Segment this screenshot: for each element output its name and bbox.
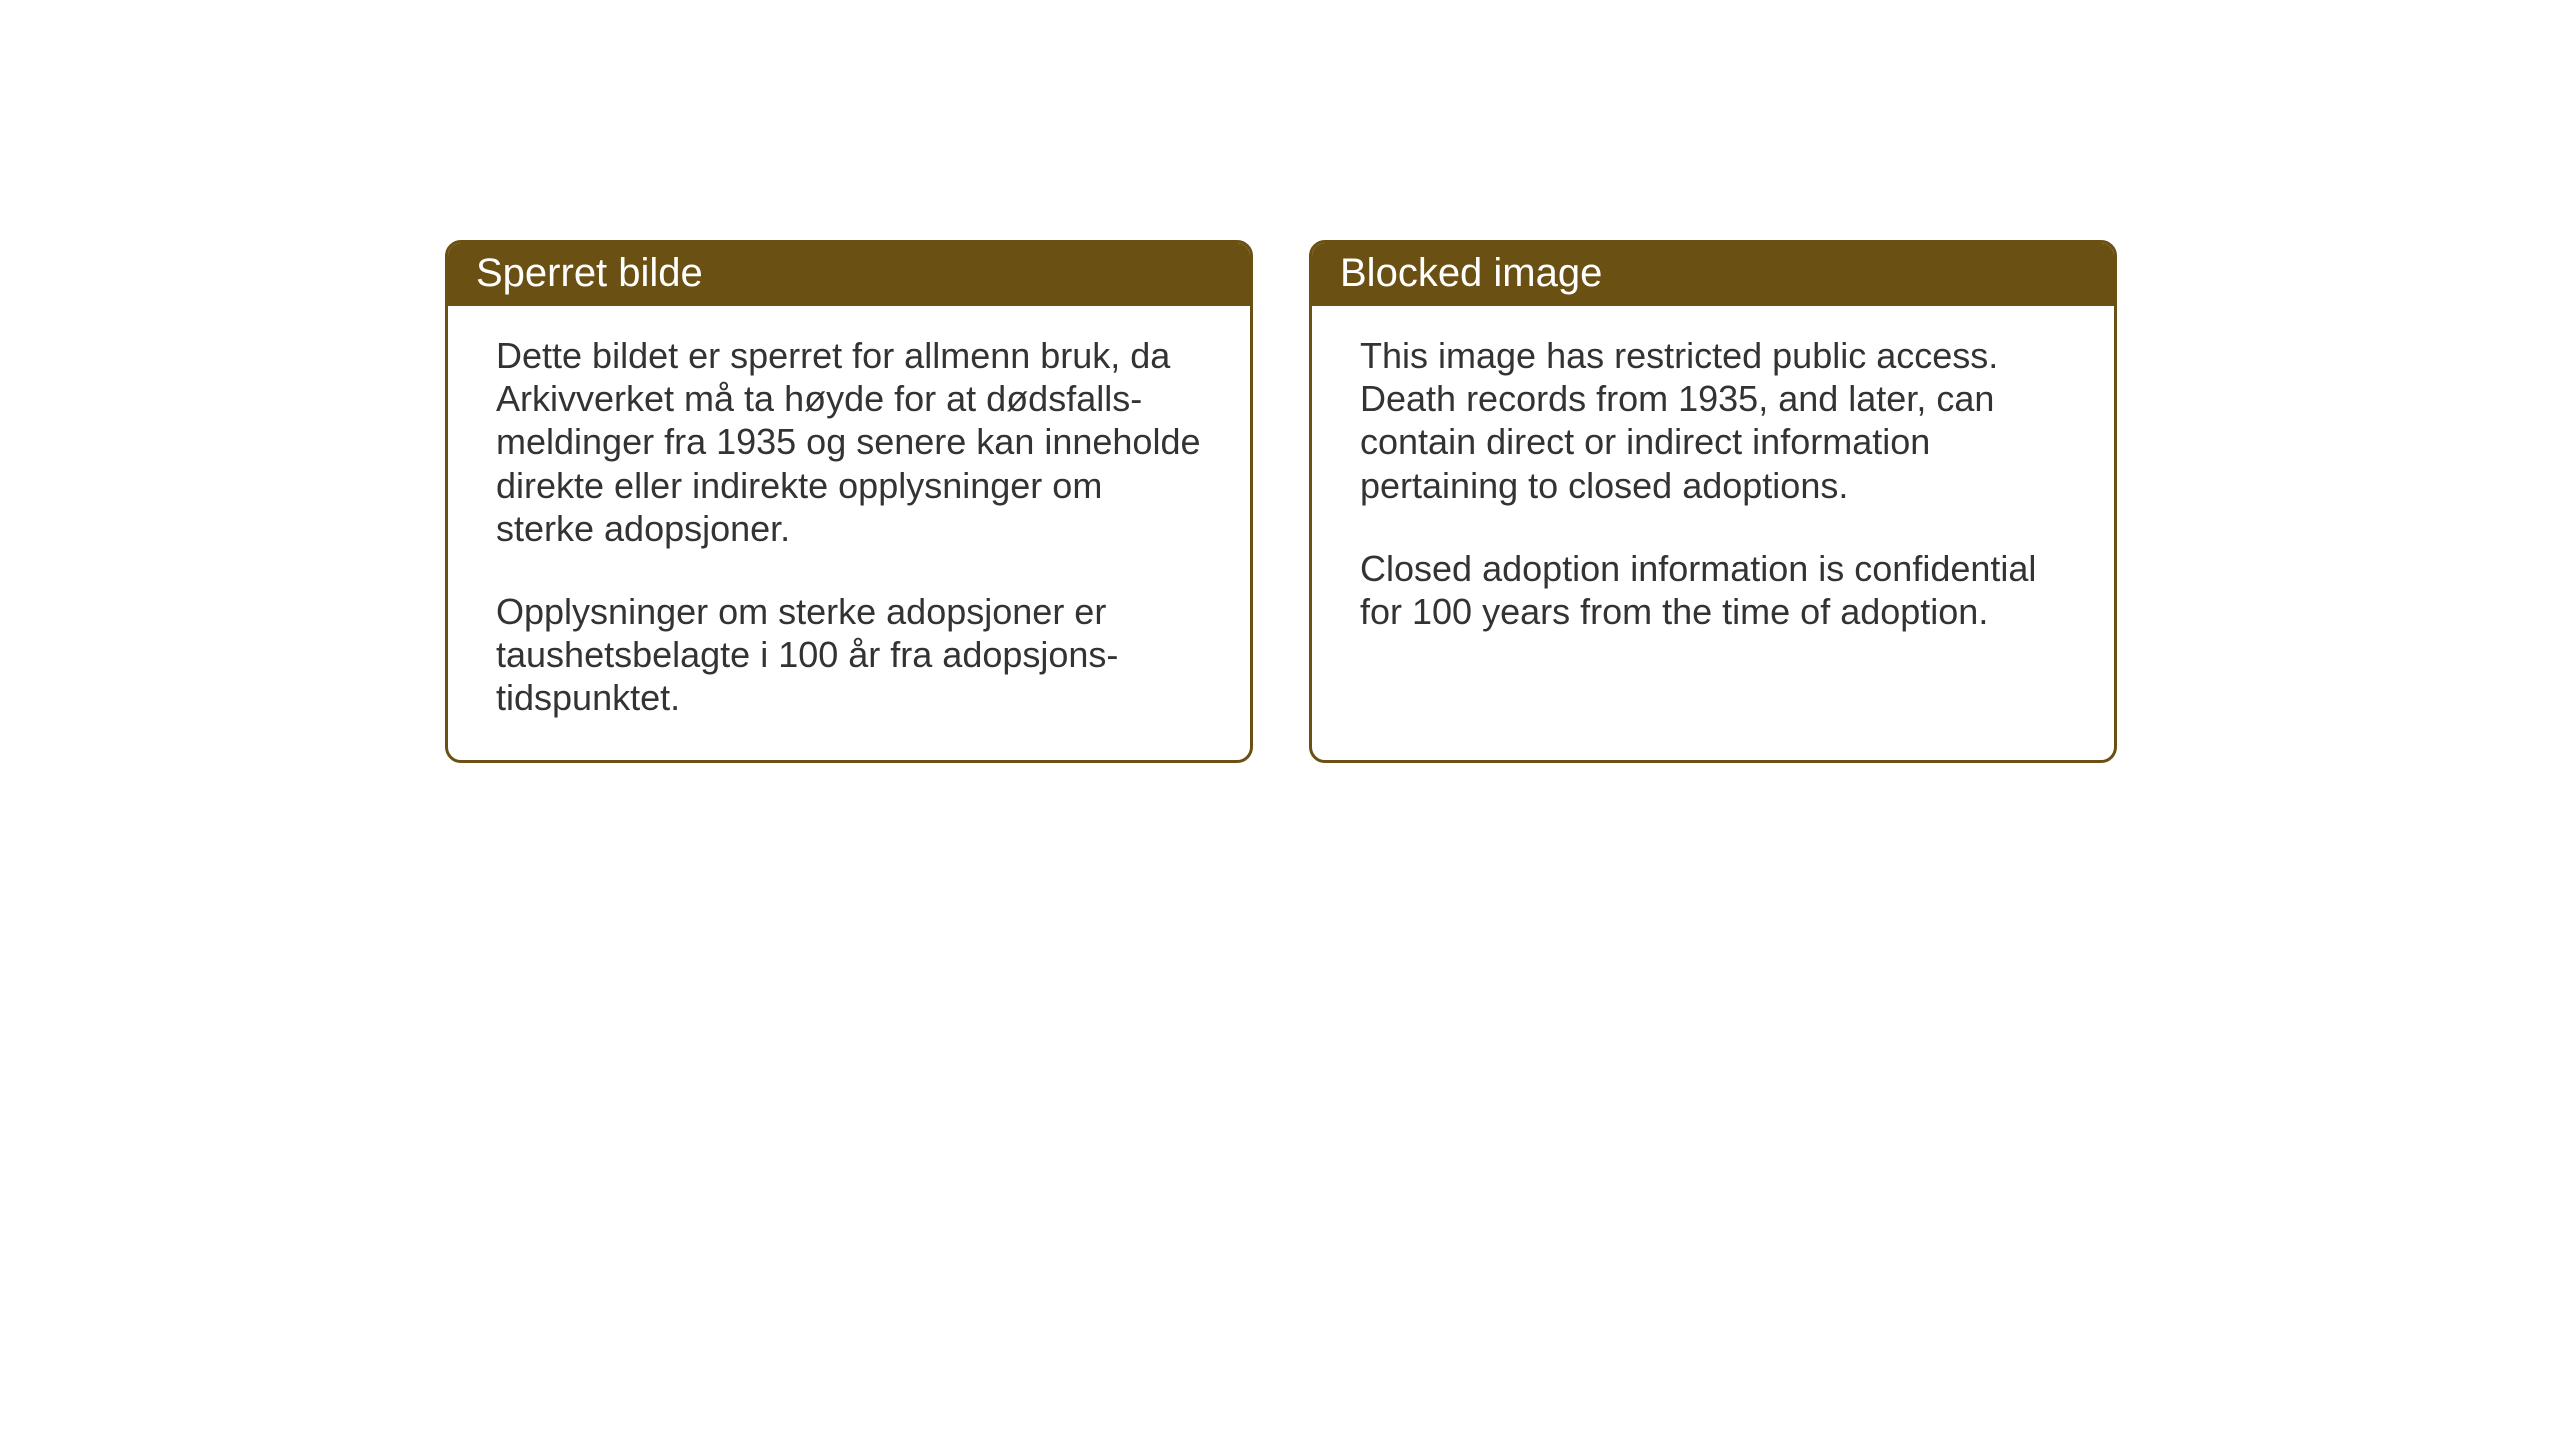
english-card-title: Blocked image <box>1312 243 2114 306</box>
norwegian-card-body: Dette bildet er sperret for allmenn bruk… <box>448 306 1250 760</box>
cards-container: Sperret bilde Dette bildet er sperret fo… <box>445 240 2117 763</box>
norwegian-card: Sperret bilde Dette bildet er sperret fo… <box>445 240 1253 763</box>
english-card-body: This image has restricted public access.… <box>1312 306 2114 760</box>
norwegian-paragraph-2: Opplysninger om sterke adopsjoner er tau… <box>496 590 1202 720</box>
english-paragraph-2: Closed adoption information is confident… <box>1360 547 2066 633</box>
english-paragraph-1: This image has restricted public access.… <box>1360 334 2066 507</box>
norwegian-card-title: Sperret bilde <box>448 243 1250 306</box>
norwegian-paragraph-1: Dette bildet er sperret for allmenn bruk… <box>496 334 1202 550</box>
english-card: Blocked image This image has restricted … <box>1309 240 2117 763</box>
